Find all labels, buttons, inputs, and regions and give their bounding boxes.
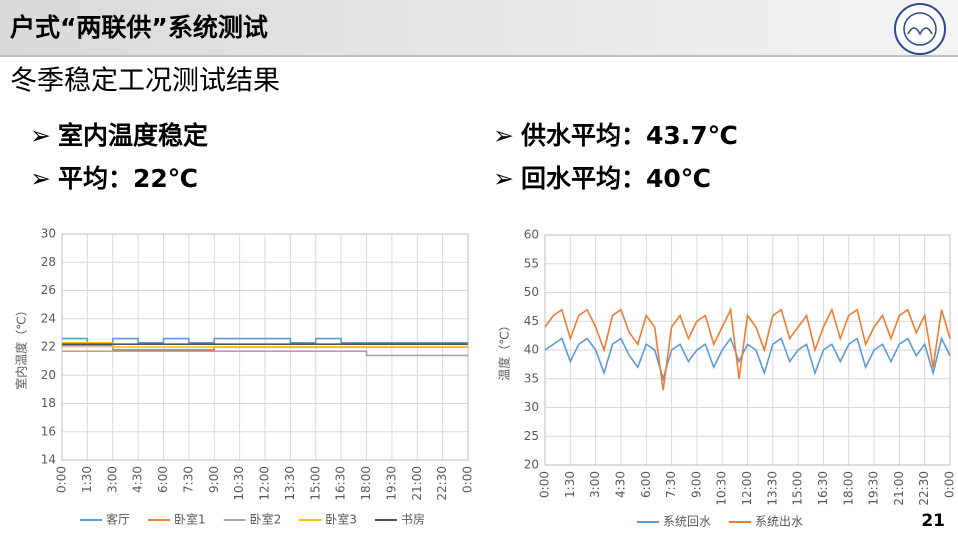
y-axis-label: 室内温度（℃） <box>14 304 29 389</box>
x-tick-label: 9:00 <box>207 466 221 493</box>
x-tick-label: 12:00 <box>740 471 754 506</box>
y-axis-label: 温度（℃） <box>497 319 512 380</box>
x-tick-label: 16:30 <box>816 471 830 506</box>
y-tick-label: 25 <box>524 429 539 443</box>
x-tick-label: 21:00 <box>892 471 906 506</box>
y-tick-label: 26 <box>41 283 56 297</box>
x-tick-label: 15:00 <box>308 466 322 501</box>
legend-label: 客厅 <box>106 512 130 527</box>
y-tick-label: 40 <box>524 343 539 357</box>
x-tick-label: 19:30 <box>384 466 398 501</box>
x-tick-label: 22:30 <box>917 471 931 506</box>
slide-subtitle: 冬季稳定工况测试结果 <box>10 66 280 97</box>
y-tick-label: 35 <box>524 371 539 385</box>
series-line <box>62 337 468 344</box>
x-tick-label: 16:30 <box>334 466 348 501</box>
x-tick-label: 0:00 <box>943 471 957 498</box>
legend-label: 卧室1 <box>174 512 206 527</box>
legend-label: 系统回水 <box>663 515 711 529</box>
legend-label: 书房 <box>401 512 425 527</box>
x-tick-label: 21:00 <box>410 466 424 501</box>
page-number: 21 <box>921 511 945 531</box>
header-band <box>0 0 958 55</box>
series-line <box>62 341 468 348</box>
bullet: 供水平均：43.7℃ <box>520 121 738 150</box>
x-tick-label: 3:00 <box>105 466 119 493</box>
x-tick-label: 3:00 <box>588 471 602 498</box>
slide-title: 户式“两联供”系统测试 <box>10 13 268 42</box>
bullet: 平均：22℃ <box>58 164 198 193</box>
x-tick-label: 18:00 <box>841 471 855 506</box>
x-tick-label: 0:00 <box>538 471 552 498</box>
series-line <box>62 350 468 357</box>
x-tick-label: 13:30 <box>283 466 297 501</box>
x-tick-label: 13:30 <box>765 471 779 506</box>
x-tick-label: 0:00 <box>461 466 475 493</box>
bullet: 回水平均：40℃ <box>521 164 711 193</box>
y-tick-label: 50 <box>524 285 539 299</box>
series-line <box>544 306 951 391</box>
y-tick-label: 20 <box>524 458 539 472</box>
y-tick-label: 14 <box>41 453 56 467</box>
y-tick-label: 18 <box>41 396 56 410</box>
y-tick-label: 28 <box>41 255 56 269</box>
x-tick-label: 0:00 <box>55 466 69 493</box>
y-tick-label: 45 <box>524 314 539 328</box>
x-tick-label: 6:00 <box>639 471 653 498</box>
y-tick-label: 30 <box>524 400 539 414</box>
x-tick-label: 18:00 <box>359 466 373 501</box>
bullet-arrow: ➢ <box>30 164 51 193</box>
x-tick-label: 12:00 <box>258 466 272 501</box>
x-tick-label: 10:30 <box>715 471 729 506</box>
x-tick-label: 7:30 <box>664 471 678 498</box>
y-tick-label: 60 <box>524 228 539 242</box>
x-tick-label: 6:00 <box>156 466 170 493</box>
x-tick-label: 4:30 <box>613 471 627 498</box>
bullet: 室内温度稳定 <box>58 121 208 150</box>
series-line <box>544 336 951 382</box>
y-tick-label: 55 <box>524 256 539 270</box>
x-tick-label: 7:30 <box>181 466 195 493</box>
y-tick-label: 22 <box>41 340 56 354</box>
legend-label: 系统出水 <box>755 515 803 529</box>
y-tick-label: 20 <box>41 368 56 382</box>
x-tick-label: 9:00 <box>689 471 703 498</box>
x-tick-label: 10:30 <box>232 466 246 501</box>
x-tick-label: 22:30 <box>435 466 449 501</box>
bullet-arrow: ➢ <box>30 121 51 150</box>
bullet-arrow: ➢ <box>493 121 514 150</box>
x-tick-label: 19:30 <box>867 471 881 506</box>
y-tick-label: 24 <box>41 311 56 325</box>
y-tick-label: 30 <box>41 227 56 241</box>
x-tick-label: 1:30 <box>80 466 94 493</box>
legend-label: 卧室2 <box>250 512 282 527</box>
x-tick-label: 15:00 <box>791 471 805 506</box>
legend-label: 卧室3 <box>325 512 357 527</box>
x-tick-label: 1:30 <box>563 471 577 498</box>
bullet-arrow: ➢ <box>493 164 514 193</box>
y-tick-label: 16 <box>41 424 56 438</box>
x-tick-label: 4:30 <box>131 466 145 493</box>
logo <box>894 3 946 55</box>
